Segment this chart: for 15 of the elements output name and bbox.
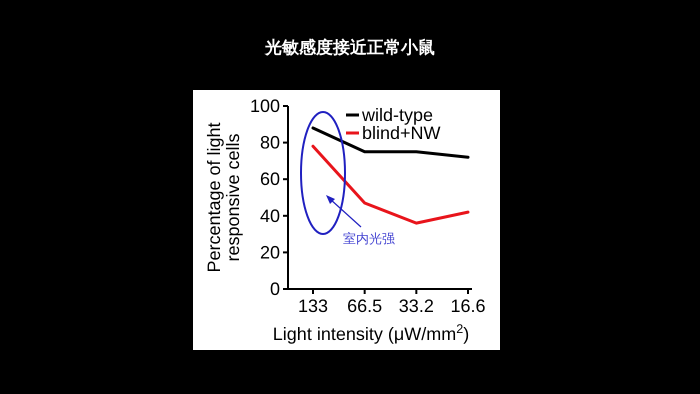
x-tick-label: 66.5 — [347, 296, 382, 316]
y-tick-label: 40 — [260, 206, 280, 226]
y-tick-label: 60 — [260, 169, 280, 190]
legend-label: wild-type — [361, 105, 434, 125]
y-tick-label: 0 — [270, 279, 280, 299]
y-tick-label: 20 — [260, 242, 280, 262]
x-tick-label: 33.2 — [398, 296, 434, 316]
x-tick-label: 133 — [298, 296, 328, 316]
x-axis-title: Light intensity (μW/mm$^{2}$) — [272, 322, 470, 344]
x-tick-label: 16.6 — [450, 296, 486, 316]
annotation: 室内光强 — [343, 231, 395, 246]
y-tick-label: 100 — [250, 96, 280, 116]
chart-title: 光敏感度接近正常小鼠 — [264, 38, 435, 57]
y-axis-title: Percentage of light responsive cells — [204, 122, 244, 273]
y-tick-label: 80 — [260, 132, 280, 153]
